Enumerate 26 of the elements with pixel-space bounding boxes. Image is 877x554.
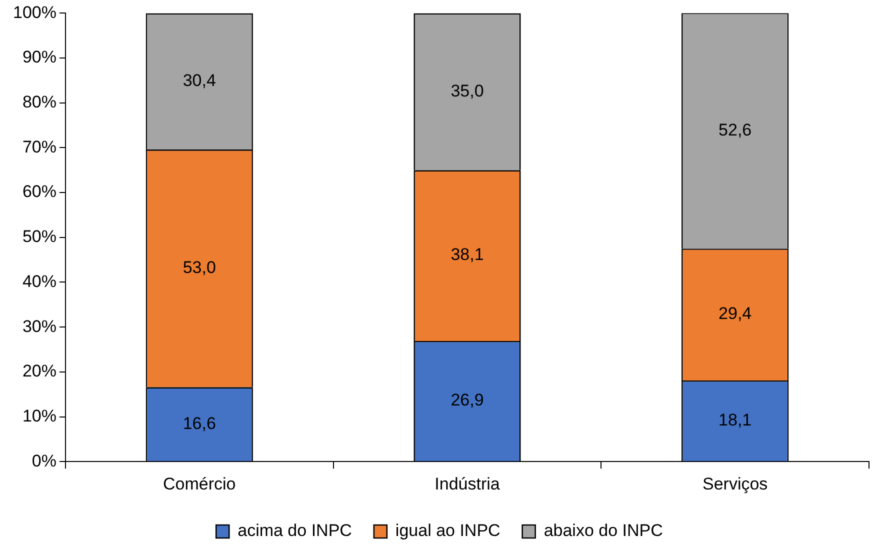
y-tick-label: 50% [22, 227, 56, 246]
y-tick-label: 0% [32, 451, 56, 470]
legend-label: igual ao INPC [395, 521, 500, 540]
data-label: 35,0 [450, 81, 484, 100]
y-tick-label: 80% [22, 92, 56, 112]
y-tick-label: 100% [12, 2, 56, 22]
y-tick-label: 60% [22, 182, 56, 202]
y-tick-label: 70% [22, 137, 56, 156]
x-tick-label: Serviços [702, 474, 768, 494]
data-label: 38,1 [450, 245, 484, 264]
y-tick-label: 40% [22, 272, 56, 291]
y-tick-label: 30% [22, 316, 56, 336]
data-label: 26,9 [450, 390, 484, 410]
x-tick-label: Comércio [163, 474, 236, 494]
data-label: 30,4 [182, 71, 216, 90]
y-tick-label: 20% [22, 362, 56, 381]
data-label: 52,6 [718, 120, 752, 140]
data-label: 18,1 [718, 410, 752, 430]
data-label: 53,0 [182, 258, 216, 278]
y-tick-label: 90% [22, 48, 56, 67]
y-tick-label: 10% [22, 406, 56, 426]
data-label: 29,4 [718, 304, 752, 324]
x-tick-label: Indústria [434, 474, 500, 494]
legend-label: acima do INPC [238, 521, 352, 540]
legend-label: abaixo do INPC [544, 521, 663, 540]
data-label: 16,6 [182, 414, 216, 433]
